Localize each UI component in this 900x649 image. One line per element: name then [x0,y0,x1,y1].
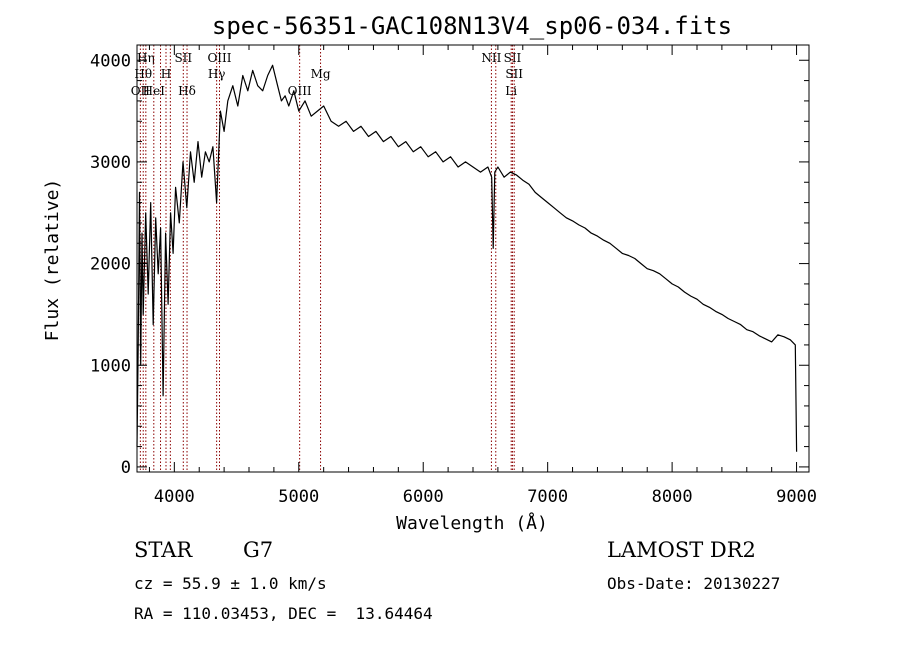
y-tick-label: 3000 [90,153,131,173]
plot-frame [136,44,810,473]
chart-title: spec-56351-GAC108N13V4_sp06-034.fits [212,12,732,40]
x-axis-label: Wavelength (Å) [396,512,548,534]
x-tick-label: 5000 [278,487,319,507]
y-axis-ticks: 0 1000 2000 3000 4000 [90,51,809,478]
emission-line-label: HeI [143,84,166,98]
spectrum-line [136,64,798,452]
x-tick-label: 7000 [527,487,568,507]
y-tick-label: 0 [121,458,131,478]
emission-line-label: Li [505,84,517,98]
emission-line-label: OIII [207,51,231,65]
y-tick-label: 2000 [90,255,131,275]
emission-line-label: SII [505,67,523,81]
x-tick-label: 8000 [652,487,693,507]
object-subclass: G7 [243,538,274,562]
emission-line-label: Hγ [208,67,226,81]
emission-line-label: Hθ [134,67,152,81]
y-axis-label: Flux (relative) [42,179,63,342]
y-tick-label: 4000 [90,51,131,71]
observation-date: Obs-Date: 20130227 [607,574,781,593]
coordinates: RA = 110.03453, DEC = 13.64464 [134,604,433,623]
emission-line-label: Hη [137,51,155,65]
emission-line-label: NII [481,51,501,65]
y-tick-label: 1000 [90,356,131,376]
emission-line-label: OIII [288,84,312,98]
emission-line-label: SII [174,51,192,65]
survey-name: LAMOST DR2 [607,538,756,562]
spectrum-series [136,64,798,452]
object-class: STAR [134,538,193,562]
redshift-velocity: cz = 55.9 ± 1.0 km/s [134,574,327,593]
x-tick-label: 9000 [776,487,817,507]
emission-line-label: H [161,67,171,81]
emission-line-label: Mg [311,67,331,81]
x-tick-label: 4000 [154,487,195,507]
emission-line-label: SII [504,51,522,65]
emission-line-label: Hδ [178,84,196,98]
x-tick-label: 6000 [403,487,444,507]
x-axis-ticks: 4000 5000 6000 7000 8000 9000 [148,45,817,507]
